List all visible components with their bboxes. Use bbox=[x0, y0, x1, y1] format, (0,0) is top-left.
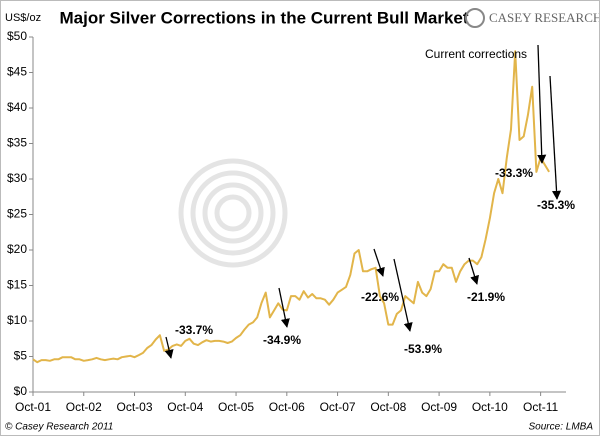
correction-arrow bbox=[468, 257, 479, 285]
footer-left: © Casey Research 2011 bbox=[5, 422, 113, 433]
y-tick-label: $15 bbox=[7, 278, 27, 292]
y-tick-label: $25 bbox=[7, 207, 27, 221]
annotation: -21.9% bbox=[467, 290, 505, 304]
correction-arrow bbox=[393, 258, 413, 332]
y-tick-label: $30 bbox=[7, 171, 27, 185]
correction-arrow bbox=[278, 287, 290, 328]
x-tick-label: Oct-07 bbox=[320, 400, 356, 414]
logo-icon bbox=[465, 8, 485, 28]
correction-arrow bbox=[164, 336, 174, 359]
watermark bbox=[178, 158, 288, 268]
brand: CASEY RESEARCH bbox=[489, 10, 599, 25]
y-tick-label: $40 bbox=[7, 100, 27, 114]
x-tick-label: Oct-11 bbox=[523, 400, 558, 414]
x-tick-label: Oct-04 bbox=[167, 400, 203, 414]
chart-title: Major Silver Corrections in the Current … bbox=[59, 8, 468, 27]
y-tick-label: $45 bbox=[7, 65, 27, 79]
x-tick-label: Oct-10 bbox=[472, 400, 508, 414]
x-tick-label: Oct-08 bbox=[370, 400, 406, 414]
annotation: -53.9% bbox=[404, 342, 442, 356]
x-tick-label: Oct-06 bbox=[269, 400, 305, 414]
y-tick-label: $50 bbox=[7, 29, 27, 43]
annotation: -33.7% bbox=[175, 323, 213, 337]
annotation: -33.3% bbox=[495, 166, 533, 180]
y-tick-label: $10 bbox=[7, 313, 27, 327]
x-tick-label: Oct-01 bbox=[15, 400, 51, 414]
x-tick-label: Oct-05 bbox=[218, 400, 254, 414]
correction-arrow bbox=[373, 248, 385, 277]
y-axis-label: US$/oz bbox=[5, 12, 41, 24]
x-tick-label: Oct-02 bbox=[66, 400, 102, 414]
y-tick-label: $20 bbox=[7, 242, 27, 256]
y-tick-label: $35 bbox=[7, 136, 27, 150]
annotation: Current corrections bbox=[425, 47, 527, 61]
annotation: -22.6% bbox=[361, 290, 399, 304]
footer-right: Source: LMBA bbox=[529, 422, 594, 433]
correction-arrow bbox=[537, 44, 547, 164]
y-tick-label: $5 bbox=[14, 349, 28, 363]
price-line bbox=[32, 50, 550, 364]
annotation: -34.9% bbox=[263, 333, 301, 347]
y-tick-label: $0 bbox=[14, 384, 28, 398]
x-tick-label: Oct-09 bbox=[421, 400, 457, 414]
annotation: -35.3% bbox=[537, 198, 575, 212]
x-tick-label: Oct-03 bbox=[117, 400, 153, 414]
correction-arrow bbox=[549, 75, 562, 200]
